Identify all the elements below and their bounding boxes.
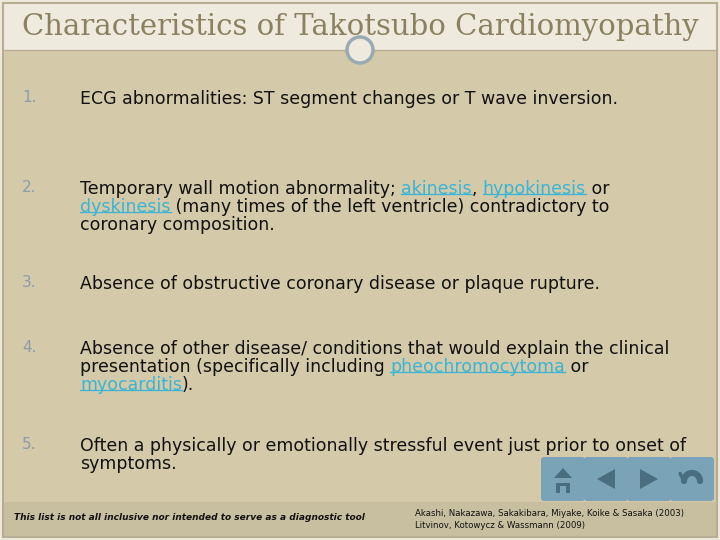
Text: or: or [565, 358, 588, 376]
Text: or: or [586, 180, 610, 198]
Text: Akashi, Nakazawa, Sakakibara, Miyake, Koike & Sasaka (2003): Akashi, Nakazawa, Sakakibara, Miyake, Ko… [415, 509, 684, 517]
Text: Absence of other disease/ conditions that would explain the clinical: Absence of other disease/ conditions tha… [80, 340, 670, 358]
Text: Often a physically or emotionally stressful event just prior to onset of: Often a physically or emotionally stress… [80, 437, 686, 455]
FancyBboxPatch shape [3, 502, 717, 537]
Polygon shape [597, 469, 615, 489]
Text: ,: , [472, 180, 483, 198]
Text: 2.: 2. [22, 180, 37, 195]
Polygon shape [554, 468, 572, 478]
Text: hypokinesis: hypokinesis [483, 180, 586, 198]
Text: ).: ). [182, 376, 194, 394]
Text: pheochromocytoma: pheochromocytoma [390, 358, 565, 376]
Text: 4.: 4. [22, 340, 37, 355]
Text: myocarditis: myocarditis [80, 376, 182, 394]
Text: coronary composition.: coronary composition. [80, 216, 275, 234]
Polygon shape [640, 469, 658, 489]
Text: dyskinesis: dyskinesis [80, 198, 171, 216]
Text: Temporary wall motion abnormality;: Temporary wall motion abnormality; [80, 180, 401, 198]
Text: akinesis: akinesis [401, 180, 472, 198]
Text: 5.: 5. [22, 437, 37, 452]
Text: presentation (specifically including: presentation (specifically including [80, 358, 390, 376]
Text: (many times of the left ventricle) contradictory to: (many times of the left ventricle) contr… [171, 198, 610, 216]
Text: Characteristics of Takotsubo Cardiomyopathy: Characteristics of Takotsubo Cardiomyopa… [22, 13, 698, 41]
Text: ECG abnormalities: ST segment changes or T wave inversion.: ECG abnormalities: ST segment changes or… [80, 90, 618, 108]
FancyBboxPatch shape [3, 50, 717, 537]
FancyBboxPatch shape [670, 457, 714, 501]
FancyBboxPatch shape [627, 457, 671, 501]
Text: symptoms.: symptoms. [80, 455, 176, 473]
Circle shape [347, 37, 373, 63]
Text: 3.: 3. [22, 275, 37, 290]
Text: This list is not all inclusive nor intended to serve as a diagnostic tool: This list is not all inclusive nor inten… [14, 514, 365, 523]
FancyBboxPatch shape [3, 3, 717, 50]
Text: 1.: 1. [22, 90, 37, 105]
FancyBboxPatch shape [584, 457, 628, 501]
FancyBboxPatch shape [556, 483, 570, 493]
FancyBboxPatch shape [560, 486, 566, 493]
Text: Litvinov, Kotowycz & Wassmann (2009): Litvinov, Kotowycz & Wassmann (2009) [415, 522, 585, 530]
Text: Absence of obstructive coronary disease or plaque rupture.: Absence of obstructive coronary disease … [80, 275, 600, 293]
FancyBboxPatch shape [541, 457, 585, 501]
FancyBboxPatch shape [3, 3, 717, 537]
